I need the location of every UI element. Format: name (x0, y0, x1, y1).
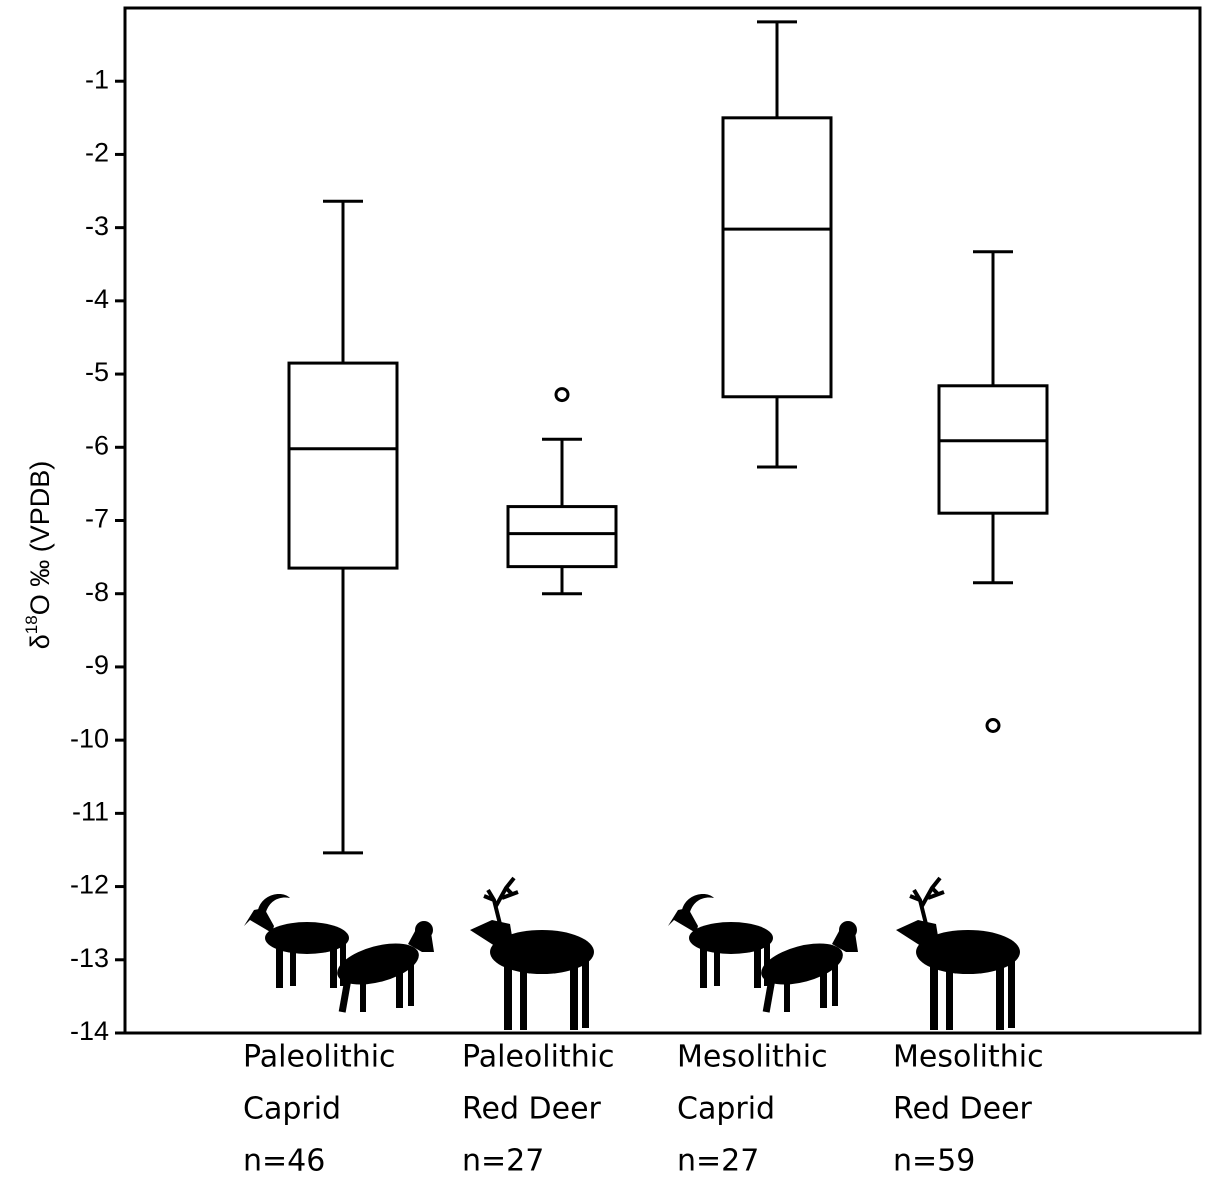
x-tick-label: Red Deer (893, 1092, 1033, 1127)
x-tick-label: Mesolithic (677, 1040, 828, 1075)
plot-frame (123, 6, 1202, 1035)
x-tick-label: n=46 (243, 1144, 325, 1178)
x-tick-label: Red Deer (462, 1092, 602, 1127)
y-tick-label: -4 (85, 284, 109, 314)
x-tick-label: Paleolithic (462, 1040, 615, 1075)
box (506, 505, 618, 569)
x-tick-label: n=59 (893, 1144, 975, 1178)
outlier (985, 718, 1001, 733)
box (287, 361, 399, 570)
x-tick-label: n=27 (677, 1144, 759, 1178)
animal-icons (244, 876, 1022, 1032)
y-tick-label: -1 (85, 64, 109, 94)
y-tick-label: -8 (85, 577, 109, 607)
y-tick-label: -9 (85, 650, 109, 680)
y-tick-label: -2 (85, 138, 109, 168)
y-tick-label: -11 (72, 796, 109, 826)
x-tick-label: Paleolithic (243, 1040, 396, 1075)
y-tick-label: -3 (85, 211, 109, 241)
x-tick-label: n=27 (462, 1144, 544, 1178)
y-tick-label: -5 (85, 357, 109, 387)
box (937, 384, 1049, 515)
y-tick-label: -6 (85, 430, 109, 460)
y-axis-label: δ18O ‰ (VPDB) (22, 461, 55, 649)
x-tick-label: Mesolithic (893, 1040, 1044, 1075)
x-tick-label: Caprid (677, 1092, 775, 1127)
y-tick-label: -10 (70, 723, 109, 753)
box (721, 116, 833, 399)
outlier (554, 387, 570, 403)
x-tick-label: Caprid (243, 1092, 341, 1127)
y-tick-label: -13 (70, 943, 109, 973)
y-tick-label: -7 (85, 504, 109, 534)
y-tick-label: -14 (70, 1016, 109, 1046)
y-tick-label: -12 (70, 870, 109, 900)
